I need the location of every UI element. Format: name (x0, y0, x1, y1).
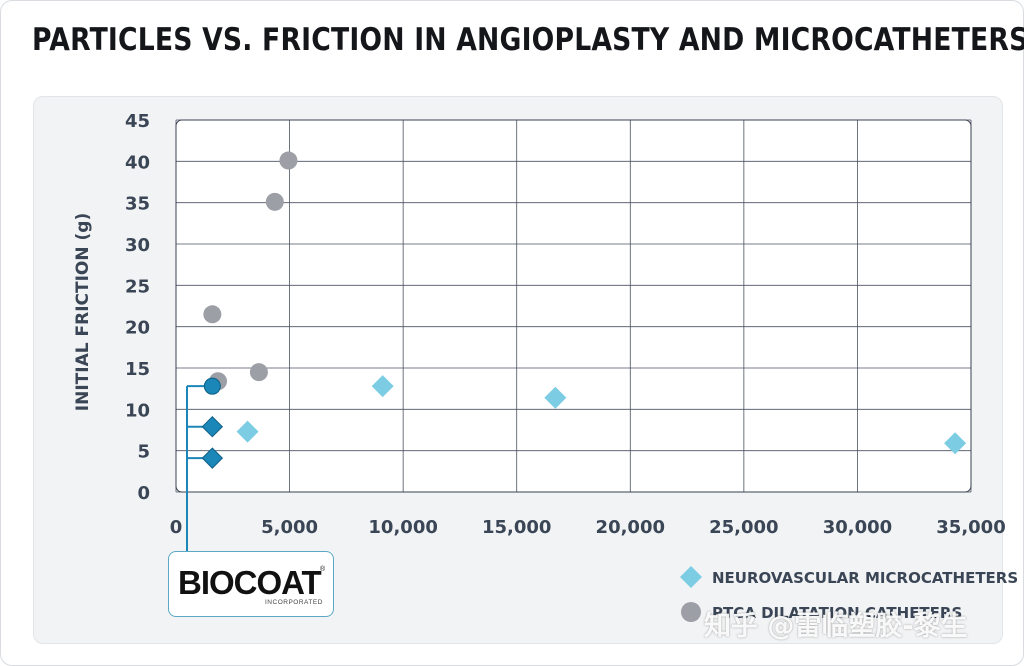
ptca-point (203, 305, 222, 324)
legend-marker-circle (681, 602, 701, 622)
y-tick-label: 10 (125, 400, 150, 421)
neurovascular-point (544, 386, 567, 409)
x-tick-label: 5,000 (261, 517, 318, 538)
neurovascular-point (236, 420, 259, 443)
y-tick-label: 30 (125, 235, 150, 256)
y-tick-label: 20 (125, 318, 150, 339)
biocoat-point (201, 415, 224, 438)
x-tick-label: 30,000 (823, 517, 892, 538)
ptca-point (265, 192, 284, 211)
legend-label: NEUROVASCULAR MICROCATHETERS (712, 569, 1018, 587)
y-axis-ticks: 0 5 10 15 20 25 30 35 40 45 (125, 111, 150, 504)
y-tick-label: 0 (137, 483, 150, 504)
x-tick-label: 25,000 (709, 517, 778, 538)
grid (175, 119, 972, 493)
x-tick-label: 15,000 (482, 517, 551, 538)
biocoat-point (201, 447, 224, 469)
logo-registered-mark: ® (320, 566, 326, 573)
y-tick-label: 45 (125, 111, 150, 132)
chart-title: PARTICLES VS. FRICTION IN ANGIOPLASTY AN… (32, 22, 1024, 58)
logo-text: BIOCOAT (178, 564, 322, 601)
x-tick-label: 35,000 (936, 517, 1005, 538)
logo-subtitle: INCORPORATED (265, 599, 323, 606)
y-tick-label: 25 (125, 276, 150, 297)
y-tick-label: 5 (137, 442, 150, 463)
ptca-point (279, 151, 298, 170)
plot-border (175, 119, 972, 493)
x-tick-label: 10,000 (368, 517, 437, 538)
x-axis-ticks: 0 5,000 10,000 15,000 20,000 25,000 30,000 35,0… (170, 517, 1006, 538)
x-tick-label: 20,000 (596, 517, 665, 538)
ptca-point (249, 363, 268, 382)
y-tick-label: 40 (125, 152, 150, 173)
y-tick-label: 15 (125, 359, 150, 380)
biocoat-point (203, 377, 221, 395)
y-axis-label: INITIAL FRICTION (g) (73, 213, 93, 411)
data-points (201, 151, 967, 469)
y-tick-label: 35 (125, 194, 150, 215)
legend-marker-diamond (680, 566, 702, 588)
neurovascular-point (944, 432, 967, 455)
legend-label: PTCA DILATATION CATHETERS (712, 604, 962, 622)
plot-background (176, 120, 971, 492)
x-tick-label: 0 (170, 517, 183, 538)
legend: NEUROVASCULAR MICROCATHETERS PTCA DILATAT… (680, 566, 1018, 622)
biocoat-logo: BIOCOAT ® INCORPORATED (168, 551, 334, 617)
watermark: 知乎 @雷临塑胶-黎生 (704, 611, 968, 642)
neurovascular-point (371, 375, 394, 398)
